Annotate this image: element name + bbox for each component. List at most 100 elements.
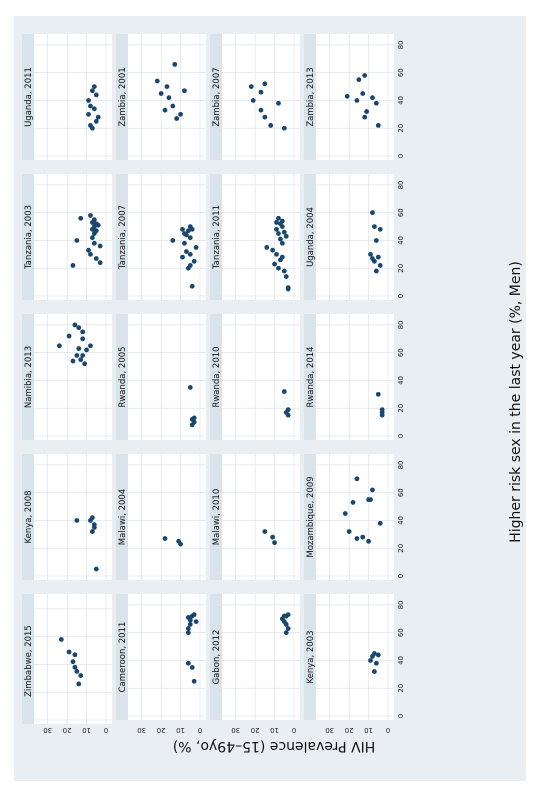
data-point xyxy=(70,358,76,364)
panel: Kenya, 2008 xyxy=(22,454,112,580)
panel: Tanzania, 2003 xyxy=(22,174,112,300)
data-point xyxy=(86,247,91,253)
data-point xyxy=(373,268,379,274)
data-point xyxy=(370,95,375,101)
data-point xyxy=(58,637,64,642)
panel-title: Malawi, 2010 xyxy=(212,489,222,545)
data-point xyxy=(174,116,180,121)
data-point xyxy=(281,268,287,274)
data-point xyxy=(373,238,379,243)
data-point xyxy=(91,106,97,112)
panel-plot-area xyxy=(222,314,300,440)
data-point xyxy=(90,529,95,534)
panel-strip xyxy=(304,594,316,720)
data-point xyxy=(176,538,182,544)
data-point xyxy=(182,231,187,236)
data-point xyxy=(70,659,76,665)
y-tick-label: 0 xyxy=(386,726,390,734)
y-tick-label: 0 xyxy=(198,726,202,734)
x-tick-label: 60 xyxy=(397,488,405,497)
panel-title: Mozambique, 2009 xyxy=(306,476,316,557)
data-point xyxy=(264,245,270,250)
panel-strip xyxy=(304,174,316,300)
panel-strip xyxy=(116,34,128,160)
panel-title: Tanzania, 2011 xyxy=(212,205,222,270)
data-point xyxy=(88,103,93,109)
panel: Malawi, 2004 xyxy=(116,454,206,580)
data-point xyxy=(372,224,377,229)
data-point xyxy=(187,263,193,268)
data-point xyxy=(350,500,356,505)
data-point xyxy=(372,651,377,656)
panel: Rwanda, 2010 xyxy=(210,314,300,440)
data-point xyxy=(278,236,283,242)
data-point xyxy=(74,238,80,243)
data-point xyxy=(368,251,373,257)
data-point xyxy=(279,240,285,246)
panel-plot-area xyxy=(316,314,394,440)
data-point xyxy=(285,626,291,631)
y-tick-label: 10 xyxy=(82,726,91,734)
data-point xyxy=(184,249,189,254)
data-point xyxy=(379,407,385,413)
panel-strip xyxy=(116,454,128,580)
data-point xyxy=(258,107,264,113)
panel-title: Tanzania, 2003 xyxy=(24,205,34,270)
data-point xyxy=(93,92,99,98)
data-point xyxy=(274,226,279,232)
panel-plot-area xyxy=(128,454,206,580)
panel: Mozambique, 2009 0 20 40 60 80 xyxy=(304,454,405,580)
data-point xyxy=(90,515,95,521)
panel: Uganda, 2011 xyxy=(22,34,112,160)
panel-plot-area xyxy=(34,174,112,300)
data-point xyxy=(74,353,80,358)
data-point xyxy=(56,343,62,349)
data-point xyxy=(97,260,103,266)
data-point xyxy=(91,84,97,89)
data-point xyxy=(70,263,76,268)
x-tick-label: 80 xyxy=(397,600,405,609)
panel: Zambia, 2001 xyxy=(116,34,206,160)
x-tick-label: 80 xyxy=(397,180,405,189)
y-axis-title: HIV Prevalence (15–49yo, %) xyxy=(173,738,376,754)
data-point xyxy=(90,235,95,241)
data-point xyxy=(164,84,170,89)
panel-plot-area xyxy=(128,174,206,300)
y-tick-label: 0 xyxy=(292,726,296,734)
x-tick-label: 0 xyxy=(397,714,405,718)
panel-strip xyxy=(22,34,34,160)
y-tick-label: 10 xyxy=(270,726,279,734)
data-point xyxy=(66,333,72,339)
panel-strip xyxy=(304,314,316,440)
data-point xyxy=(370,487,375,493)
panel-title: Gabon, 2012 xyxy=(212,630,222,685)
data-point xyxy=(88,123,93,128)
data-point xyxy=(76,346,82,351)
data-point xyxy=(362,114,368,120)
data-point xyxy=(372,669,377,674)
x-tick-label: 20 xyxy=(397,124,405,133)
panel: Zambia, 2013 0 20 40 60 80 xyxy=(304,34,405,160)
data-point xyxy=(272,540,277,546)
data-point xyxy=(270,534,276,540)
x-tick-label: 20 xyxy=(397,264,405,273)
data-point xyxy=(86,98,91,103)
data-point xyxy=(262,529,268,534)
panel-title: Rwanda, 2014 xyxy=(306,346,316,407)
panel-plot-area xyxy=(316,594,394,720)
data-point xyxy=(248,84,254,89)
data-point xyxy=(72,664,78,670)
data-point xyxy=(90,88,95,94)
data-point xyxy=(281,229,287,235)
panel-title: Kenya, 2008 xyxy=(24,490,34,543)
x-tick-label: 20 xyxy=(397,684,405,693)
data-point xyxy=(88,343,93,349)
data-point xyxy=(93,566,99,572)
x-tick-label: 40 xyxy=(397,236,405,245)
data-point xyxy=(279,218,285,224)
data-point xyxy=(193,245,199,250)
data-point xyxy=(373,660,379,666)
data-point xyxy=(375,254,381,260)
panel-title: Tanzania, 2007 xyxy=(118,205,128,270)
